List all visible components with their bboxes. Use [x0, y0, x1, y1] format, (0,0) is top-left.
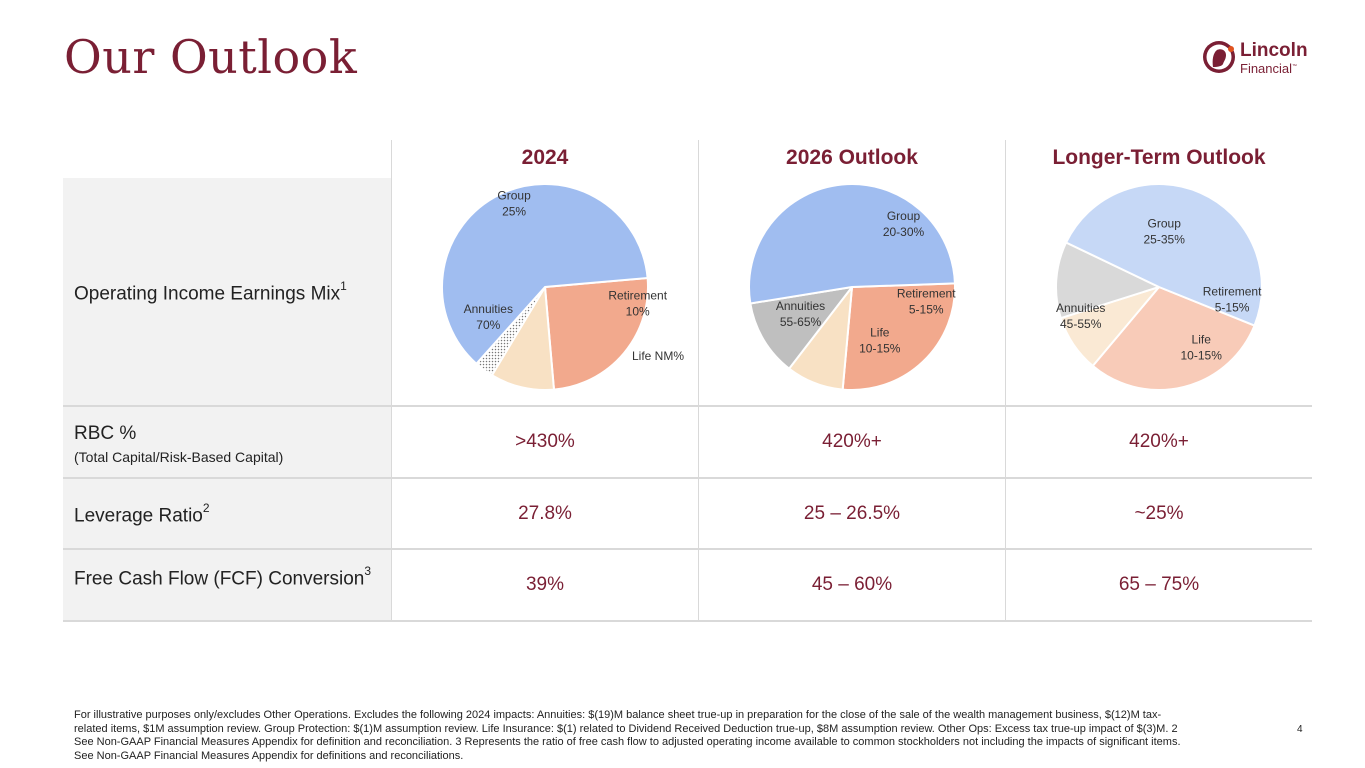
row-divider: [63, 477, 1312, 479]
column-divider: [698, 140, 699, 621]
row-label-earnings-mix: Operating Income Earnings Mix1: [74, 279, 347, 305]
pie-slice-life: [1055, 241, 1162, 320]
fcf-value-2024: 39%: [525, 574, 565, 595]
page-title: Our Outlook: [64, 30, 358, 84]
leverage-value-2024: 27.8%: [518, 503, 572, 524]
pie-value-annuities: 70%: [476, 318, 500, 332]
logo-wordmark-line1: Lincoln: [1240, 40, 1308, 61]
row-divider: [63, 620, 1312, 622]
pie-value-annuities: 55-65%: [780, 315, 822, 329]
column-divider: [1005, 140, 1006, 621]
pie-value-retirement: 10%: [626, 304, 650, 318]
row-label-background: [63, 178, 391, 621]
pie-label-life-nm: Life NM%: [632, 349, 684, 363]
fcf-value-longer-term: 65 – 75%: [1118, 574, 1200, 595]
pie-value-retirement: 5-15%: [909, 302, 944, 316]
row-label-leverage: Leverage Ratio2: [74, 501, 210, 527]
earnings-mix-pie-2026-outlook: Group 20-30% Retirement 5-15% Life 10-15% Annu…: [748, 183, 956, 391]
rbc-value-2024: >430%: [515, 431, 575, 452]
pie-value-annuities: 45-55%: [1060, 317, 1102, 331]
column-header-longer-term: Longer-Term Outlook: [1052, 146, 1266, 169]
pie-slice-annuities: [748, 183, 956, 305]
column-header-2024: 2024: [521, 146, 569, 169]
leverage-value-longer-term: ~25%: [1134, 503, 1184, 524]
earnings-mix-pie-longer-term: Group 25-35% Retirement 5-15% Life 10-15% Annu…: [1055, 183, 1263, 391]
pie-label-annuities: Annuities: [464, 302, 513, 316]
fcf-value-2026-outlook: 45 – 60%: [811, 574, 893, 595]
pie-value-life: 10-15%: [859, 342, 901, 356]
logo-wordmark-line2: Financial™: [1240, 61, 1298, 76]
pie-label-group: Group: [887, 209, 921, 223]
company-logo: Lincoln Financial™: [1200, 38, 1330, 82]
leverage-value-2026-outlook: 25 – 26.5%: [803, 503, 901, 524]
pie-label-retirement: Retirement: [608, 289, 667, 303]
row-divider: [63, 548, 1312, 550]
pie-label-annuities: Annuities: [776, 299, 825, 313]
row-sublabel-rbc: (Total Capital/Risk-Based Capital): [74, 449, 284, 465]
pie-label-retirement: Retirement: [897, 286, 956, 300]
pie-label-life: Life: [870, 326, 890, 340]
pie-slice-annuities: [441, 183, 649, 366]
pie-slice-group: [841, 282, 956, 391]
pie-label-group: Group: [497, 189, 531, 203]
pie-label-group: Group: [1148, 216, 1182, 230]
column-header-2026-outlook: 2026 Outlook: [786, 146, 918, 169]
rbc-value-2026-outlook: 420%+: [822, 431, 882, 452]
pie-slice-annuities: [1064, 183, 1263, 327]
lincoln-portrait-icon: [1203, 41, 1235, 73]
pie-slice-group: [1091, 285, 1256, 391]
row-divider: [63, 405, 1312, 407]
column-divider: [391, 140, 392, 621]
pie-label-life: Life: [1192, 333, 1212, 347]
pie-value-group: 25%: [502, 205, 526, 219]
pie-value-life: 10-15%: [1181, 349, 1223, 363]
pie-slice-group: [543, 276, 649, 391]
rbc-value-longer-term: 420%+: [1129, 431, 1189, 452]
pie-value-retirement: 5-15%: [1215, 300, 1250, 314]
pie-value-group: 25-35%: [1144, 232, 1186, 246]
row-label-fcf: Free Cash Flow (FCF) Conversion3: [74, 564, 372, 590]
pie-value-group: 20-30%: [883, 225, 925, 239]
page-number: 4: [1297, 724, 1303, 735]
pie-label-retirement: Retirement: [1203, 284, 1262, 298]
pie-slice-life: [749, 285, 855, 371]
pie-label-annuities: Annuities: [1056, 301, 1105, 315]
footnote: For illustrative purposes only/excludes …: [74, 709, 1181, 762]
row-label-rbc: RBC % (Total Capital/Risk-Based Capital): [74, 423, 284, 465]
